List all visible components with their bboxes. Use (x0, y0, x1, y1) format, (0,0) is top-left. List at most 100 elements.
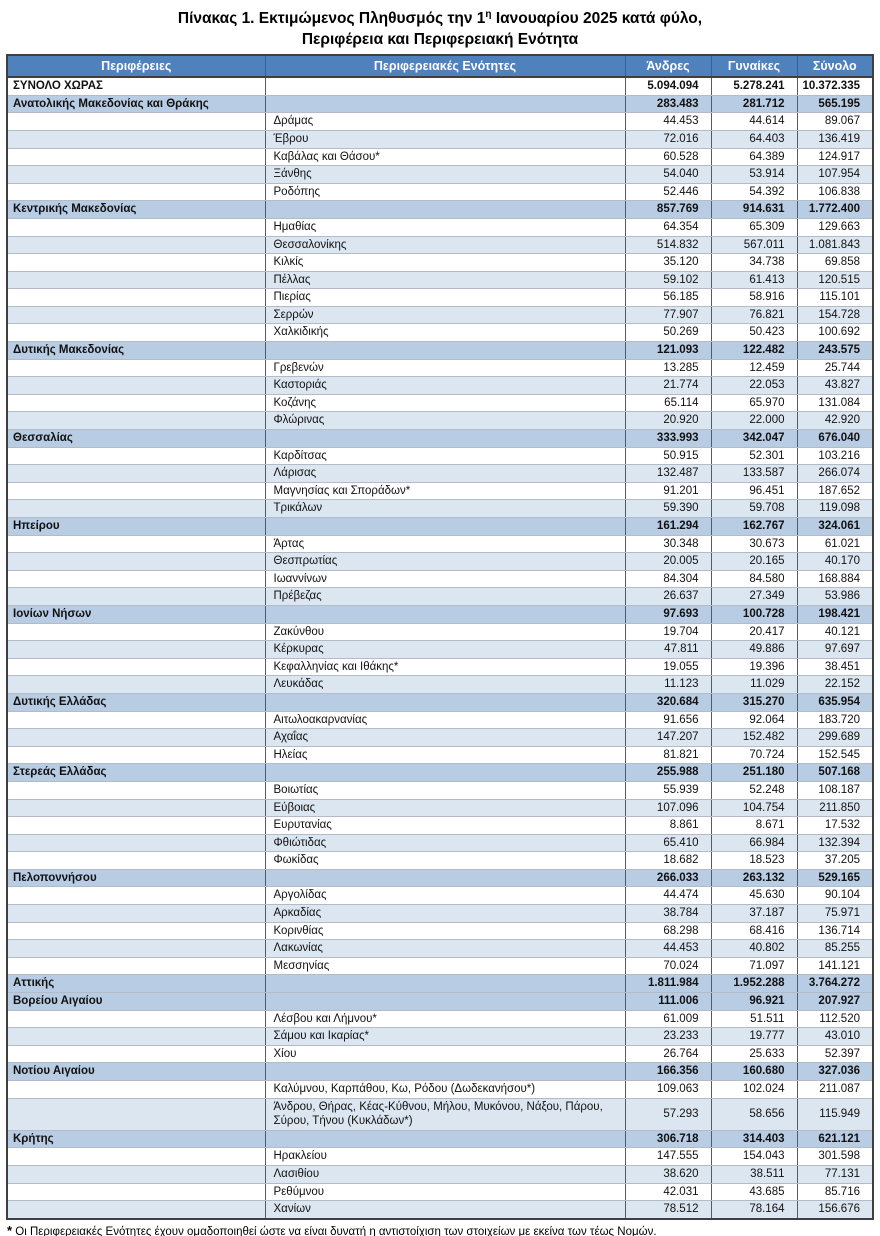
total-cell: 141.121 (796, 956, 874, 976)
region-cell (6, 622, 266, 642)
women-cell: 45.630 (710, 886, 798, 906)
region-cell (6, 253, 266, 272)
unit-cell (264, 992, 626, 1011)
women-cell: 50.423 (710, 323, 798, 343)
unit-cell: Σάμου και Ικαρίας* (264, 1027, 626, 1046)
men-cell: 11.123 (624, 675, 712, 694)
men-cell: 13.285 (624, 358, 712, 378)
table-row: Λακωνίας 44.453 40.802 85.255 (6, 939, 874, 958)
table-row: Κεντρικής Μακεδονίας 857.769 914.631 1.772.… (6, 200, 874, 219)
table-row: Αιτωλοακαρνανίας 91.656 92.064 183.720 (6, 710, 874, 730)
header-regions: Περιφέρειες (6, 55, 266, 79)
unit-cell (264, 763, 626, 782)
men-cell: 30.348 (624, 534, 712, 554)
total-cell: 168.884 (796, 569, 874, 589)
women-cell: 19.777 (710, 1027, 798, 1046)
table-row: Κέρκυρας 47.811 49.886 97.697 (6, 640, 874, 659)
men-cell: 19.055 (624, 657, 712, 677)
men-cell: 38.784 (624, 904, 712, 923)
region-cell (6, 640, 266, 659)
table-row: Ροδόπης 52.446 54.392 106.838 (6, 182, 874, 202)
women-cell: 65.970 (710, 393, 798, 413)
women-cell: 20.165 (710, 552, 798, 571)
total-cell: 156.676 (796, 1200, 874, 1220)
women-cell: 84.580 (710, 569, 798, 589)
unit-cell: Λακωνίας (264, 939, 626, 958)
total-cell: 77.131 (796, 1164, 874, 1184)
total-cell: 136.419 (796, 129, 874, 149)
men-cell: 109.063 (624, 1080, 712, 1099)
unit-cell: Βοιωτίας (264, 780, 626, 800)
men-cell: 20.005 (624, 552, 712, 571)
title-line-1-suffix: Ιανουαρίου 2025 κατά φύλο, (491, 10, 703, 28)
unit-cell: Μεσσηνίας (264, 956, 626, 976)
region-cell (6, 393, 266, 413)
unit-cell: Κιλκίς (264, 253, 626, 272)
total-cell: 327.036 (796, 1062, 874, 1081)
men-cell: 147.555 (624, 1147, 712, 1166)
men-cell: 8.861 (624, 816, 712, 835)
total-cell: 211.087 (796, 1080, 874, 1099)
men-cell: 19.704 (624, 622, 712, 642)
women-cell: 914.631 (710, 200, 798, 219)
region-cell (6, 1200, 266, 1220)
women-cell: 11.029 (710, 675, 798, 694)
table-row: Θεσσαλίας 333.993 342.047 676.040 (6, 429, 874, 448)
total-cell: 301.598 (796, 1147, 874, 1166)
table-row: Χαλκιδικής 50.269 50.423 100.692 (6, 323, 874, 343)
women-cell: 8.671 (710, 816, 798, 835)
region-cell (6, 851, 266, 870)
total-cell: 52.397 (796, 1044, 874, 1064)
total-cell: 97.697 (796, 640, 874, 659)
women-cell: 133.587 (710, 464, 798, 483)
women-cell: 96.451 (710, 481, 798, 501)
men-cell: 35.120 (624, 253, 712, 272)
region-cell: Ηπείρου (6, 517, 266, 536)
women-cell: 59.708 (710, 499, 798, 518)
men-cell: 26.637 (624, 587, 712, 606)
unit-cell: Λασιθίου (264, 1164, 626, 1184)
table-row: Δυτικής Ελλάδας 320.684 315.270 635.954 (6, 692, 874, 712)
total-cell: 124.917 (796, 147, 874, 167)
men-cell: 97.693 (624, 604, 712, 624)
region-cell (6, 798, 266, 818)
table-row: Θεσπρωτίας 20.005 20.165 40.170 (6, 552, 874, 571)
unit-cell: Ευρυτανίας (264, 816, 626, 835)
total-cell: 1.081.843 (796, 235, 874, 255)
region-cell (6, 1182, 266, 1202)
region-cell (6, 904, 266, 923)
women-cell: 18.523 (710, 851, 798, 870)
total-cell: 183.720 (796, 710, 874, 730)
total-cell: 187.652 (796, 481, 874, 501)
table-row: Λασιθίου 38.620 38.511 77.131 (6, 1164, 874, 1184)
region-cell: ΣΥΝΟΛΟ ΧΩΡΑΣ (6, 76, 266, 96)
unit-cell: Κεφαλληνίας και Ιθάκης* (264, 657, 626, 677)
men-cell: 78.512 (624, 1200, 712, 1220)
unit-cell (264, 341, 626, 360)
total-cell: 154.728 (796, 305, 874, 325)
women-cell: 68.416 (710, 921, 798, 941)
women-cell: 314.403 (710, 1129, 798, 1149)
unit-cell: Χανίων (264, 1200, 626, 1220)
total-cell: 43.010 (796, 1027, 874, 1046)
region-cell (6, 921, 266, 941)
total-cell: 131.084 (796, 393, 874, 413)
table-row: Λέσβου και Λήμνου* 61.009 51.511 112.520 (6, 1009, 874, 1029)
unit-cell: Λευκάδας (264, 675, 626, 694)
unit-cell: Δράμας (264, 112, 626, 131)
region-cell (6, 323, 266, 343)
total-cell: 108.187 (796, 780, 874, 800)
total-cell: 198.421 (796, 604, 874, 624)
men-cell: 81.821 (624, 745, 712, 765)
table-row: Νοτίου Αιγαίου 166.356 160.680 327.036 (6, 1062, 874, 1081)
unit-cell: Πρέβεζας (264, 587, 626, 606)
total-cell: 207.927 (796, 992, 874, 1011)
unit-cell: Φλώρινας (264, 411, 626, 431)
table-row: Πελοποννήσου 266.033 263.132 529.165 (6, 868, 874, 888)
table-row: Δυτικής Μακεδονίας 121.093 122.482 243.575 (6, 341, 874, 360)
table-row: Γρεβενών 13.285 12.459 25.744 (6, 358, 874, 378)
region-cell (6, 552, 266, 571)
total-cell: 299.689 (796, 728, 874, 747)
women-cell: 58.916 (710, 288, 798, 307)
